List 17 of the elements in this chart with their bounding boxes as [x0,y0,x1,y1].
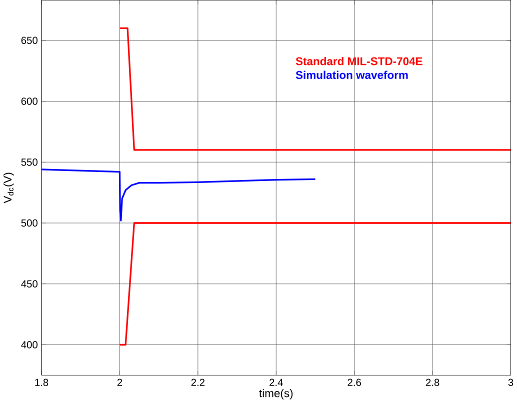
y-tick-label: 450 [21,280,38,288]
y-tick-label: 500 [21,219,38,227]
y-tick-label: 650 [21,36,38,44]
x-tick-label: 2.6 [348,378,361,386]
x-tick-label: 2.4 [270,378,283,386]
x-tick-label: 2.8 [426,378,440,386]
text: Standard MIL-STD-704E [296,57,422,66]
y-tick-label: 600 [21,98,38,105]
text: Simulation waveform [296,70,408,80]
x-axis-title: time(s) [259,389,293,400]
y-axis-title: V$_{dc}$(V) [3,172,14,204]
y-tick-label: 400 [21,341,38,348]
x-tick-label: 3 [508,378,514,386]
x-tick-label: 2 [117,378,122,386]
y-tick-label: 550 [21,158,38,166]
x-tick-label: 2.2 [191,378,205,386]
x-tick-label: 1.8 [35,378,48,386]
